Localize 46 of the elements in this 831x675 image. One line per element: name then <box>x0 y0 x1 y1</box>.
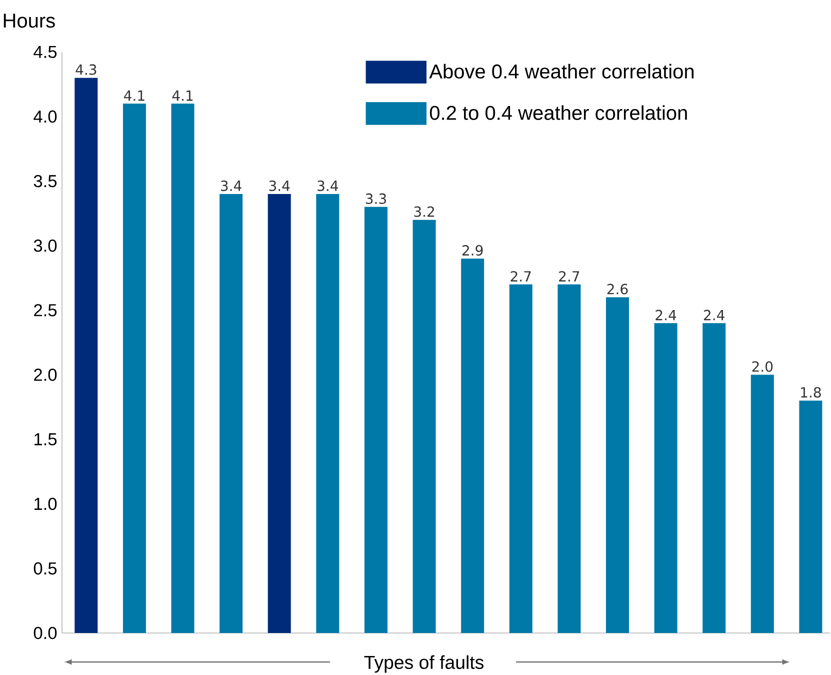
bar <box>316 194 340 633</box>
data-label: 3.2 <box>414 206 434 217</box>
y-tick-label: 1.5 <box>34 433 57 446</box>
y-tick-label: 0.0 <box>34 626 57 639</box>
bar <box>702 322 726 633</box>
data-label: 2.6 <box>607 284 628 294</box>
y-axis-title: Hours <box>4 14 55 28</box>
legend-label: 0.2 to 0.4 weather correlation <box>430 105 687 120</box>
data-label: 2.9 <box>462 244 483 256</box>
y-tick-label: 0.5 <box>34 562 57 574</box>
data-label: 2.7 <box>510 270 531 282</box>
data-label: 4.1 <box>124 90 144 101</box>
data-label: 2.0 <box>752 361 773 372</box>
data-label: 2.4 <box>704 310 724 320</box>
bar <box>364 206 388 633</box>
bar <box>220 194 243 633</box>
bar <box>509 284 532 633</box>
data-label: 1.8 <box>801 386 821 398</box>
data-label: 3.4 <box>220 180 242 191</box>
y-tick-label: 3.5 <box>34 174 57 188</box>
y-tick-label: 1.0 <box>34 498 57 510</box>
bar <box>606 297 629 633</box>
x-axis-title: Types of faults <box>364 655 484 673</box>
y-tick-label: 4.5 <box>34 46 57 58</box>
bar <box>750 374 774 633</box>
data-label: 3.4 <box>318 180 338 191</box>
bar <box>171 103 194 633</box>
y-tick-label: 3.0 <box>34 239 57 252</box>
bar <box>799 400 822 633</box>
bar <box>74 78 98 633</box>
data-label: 4.3 <box>76 64 96 75</box>
y-tick-label: 4.0 <box>34 110 57 123</box>
bar <box>412 220 436 633</box>
data-label: 3.3 <box>366 193 386 204</box>
data-label: 2.4 <box>656 310 676 320</box>
data-label: 2.7 <box>559 270 580 282</box>
y-tick-label: 2.0 <box>34 368 57 381</box>
bar <box>461 258 484 633</box>
y-tick-label: 2.5 <box>34 304 57 316</box>
bar <box>558 284 581 633</box>
bar <box>654 322 678 633</box>
data-label: 4.1 <box>172 90 193 101</box>
bar <box>268 194 291 633</box>
bar <box>122 103 146 633</box>
data-label: 3.4 <box>269 180 290 191</box>
legend-label: Above 0.4 weather correlation <box>429 64 694 78</box>
